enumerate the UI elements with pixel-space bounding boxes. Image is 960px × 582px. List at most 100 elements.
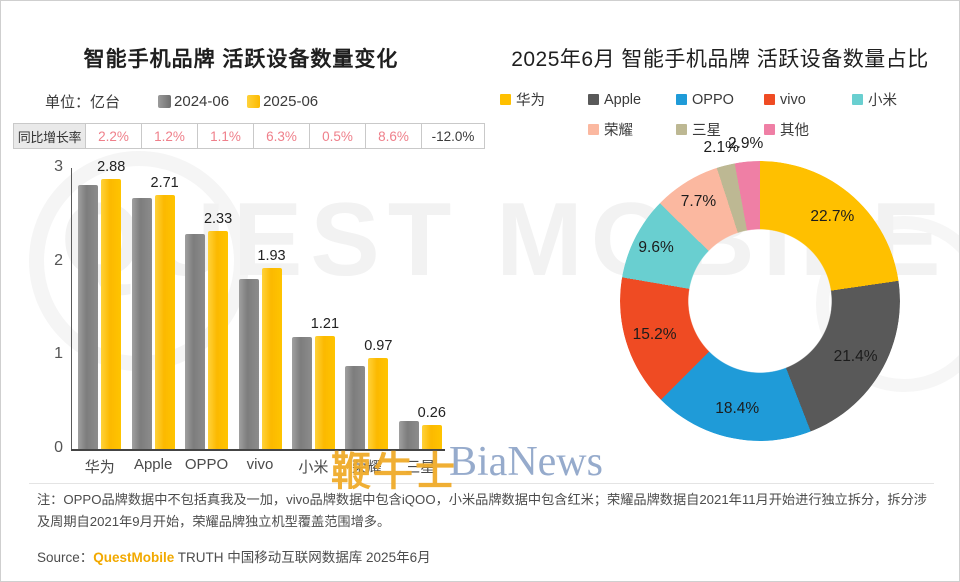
bar-chart-title: 智能手机品牌 活跃设备数量变化: [83, 48, 399, 71]
pie-legend-item: 华为: [500, 89, 588, 110]
legend-item-2024: 2024-06: [158, 93, 229, 110]
pie-slice-label: 22.7%: [810, 208, 855, 226]
bar-chart-plot: 0 1 2 3 2.88 华为 2.71 Apple 2.33 OPPO 1.93 vivo 1.21 小…: [1, 156, 481, 476]
pie-slice-label: 15.2%: [632, 325, 677, 343]
y-axis-tick-label: 0: [54, 439, 63, 456]
pie-legend-item: 三星: [676, 119, 764, 140]
pie-legend-swatch: [676, 94, 687, 105]
bar-2024: [78, 184, 99, 449]
bar-value-label: 0.26: [417, 404, 446, 421]
bar-2025: [101, 179, 122, 449]
pie-legend-label: Apple: [604, 91, 642, 108]
growth-rate-row-header: 同比增长率: [14, 124, 86, 148]
pie-slice-label: 9.6%: [638, 239, 674, 257]
bar-2024: [185, 233, 206, 449]
pie-slice-label: 21.4%: [833, 347, 878, 365]
pie-legend-label: 荣耀: [604, 123, 633, 139]
footnote-text: 注：OPPO品牌数据中不包括真我及一加，vivo品牌数据中包含iQOO，小米品牌…: [37, 492, 927, 529]
y-axis-line: [71, 168, 72, 449]
x-axis-line: [71, 449, 445, 451]
bar-2025: [154, 195, 175, 449]
bar-2024: [131, 197, 152, 449]
x-axis-category-label: OPPO: [184, 456, 229, 473]
x-axis-category-label: 华为: [84, 459, 115, 476]
legend-swatch-2024: [158, 95, 172, 108]
bar-2024: [345, 365, 366, 449]
bar-value-label: 0.97: [364, 338, 393, 355]
x-axis-category-label: vivo: [246, 456, 274, 473]
pie-legend-swatch: [588, 124, 599, 135]
bar-value-label: 2.88: [97, 159, 126, 176]
unit-label: 单位：亿台: [45, 94, 121, 111]
y-axis-tick-label: 3: [54, 158, 63, 175]
x-axis-category-label: 三星: [405, 459, 436, 476]
bar-2025: [314, 335, 335, 449]
pie-legend-label: OPPO: [692, 91, 734, 108]
legend-item-2025: 2025-06: [247, 93, 318, 110]
legend-swatch-2025: [247, 95, 261, 108]
pie-legend-item: 小米: [852, 89, 940, 110]
pie-legend-label: 华为: [516, 93, 545, 109]
bar-2025: [421, 424, 442, 449]
pie-legend-label: 小米: [868, 93, 897, 109]
pie-legend-swatch: [764, 124, 775, 135]
growth-rate-cell: 8.6%: [366, 124, 422, 148]
source-brand: QuestMobile: [93, 550, 175, 565]
pie-legend-label: 三星: [692, 123, 721, 139]
donut-ring: [620, 161, 900, 441]
source-line: Source：QuestMobile TRUTH 中国移动互联网数据库 2025…: [37, 546, 431, 566]
pie-legend-item: 其他: [764, 119, 852, 140]
bar-2025: [368, 358, 389, 449]
y-axis-tick-label: 1: [54, 345, 63, 363]
legend-label-2024: 2024-06: [174, 93, 230, 110]
pie-legend-label: 其他: [780, 123, 809, 139]
growth-rate-cell: 2.2%: [86, 124, 142, 148]
bar-2024: [291, 336, 312, 449]
pie-legend-label: vivo: [780, 91, 806, 108]
pie-chart-title: 2025年6月 智能手机品牌 活跃设备数量占比: [511, 48, 929, 71]
pie-chart-legend: 华为 Apple OPPO vivo 小米荣耀 三星 其他: [481, 89, 959, 149]
source-prefix: Source：: [37, 550, 94, 565]
pie-slice-label: 18.4%: [715, 400, 760, 418]
pie-chart-panel: 2025年6月 智能手机品牌 活跃设备数量占比 华为 Apple OPPO vivo 小…: [481, 1, 959, 491]
legend-label-2025: 2025-06: [263, 93, 319, 110]
bar-2024: [238, 278, 259, 449]
growth-rate-cell: -12.0%: [431, 128, 475, 144]
bar-value-label: 1.93: [257, 248, 286, 265]
pie-slice-label: 2.9%: [727, 134, 764, 152]
bar-2024: [398, 420, 419, 449]
pie-legend-swatch: [676, 124, 687, 135]
bar-chart-panel: 智能手机品牌 活跃设备数量变化 单位：亿台 2024-06 2025-06 同比…: [1, 1, 485, 491]
growth-rate-table: 同比增长率 2.2% 1.2% 1.1% 6.3% 0.5% 8.6% -12.…: [13, 123, 485, 149]
pie-legend-swatch: [588, 94, 599, 105]
growth-rate-cell: 0.5%: [310, 124, 366, 148]
bar-value-label: 2.71: [150, 175, 179, 192]
x-axis-category-label: 小米: [298, 459, 329, 476]
donut-chart: 22.7% 21.4% 18.4% 15.2% 9.6% 7.7% 2.1% 2.9%: [481, 135, 959, 471]
pie-legend-item: vivo: [764, 89, 852, 110]
pie-legend-item: OPPO: [676, 89, 764, 110]
pie-legend-item: 荣耀: [588, 119, 676, 140]
watermark-bianews-en: BiaNews: [449, 439, 603, 485]
growth-rate-cell: 1.1%: [198, 124, 254, 148]
pie-legend-swatch: [500, 94, 511, 105]
footnote-divider: [29, 483, 934, 484]
bar-value-label: 2.33: [203, 210, 233, 227]
pie-slice-label: 7.7%: [680, 192, 717, 210]
bar-2025: [261, 268, 282, 449]
pie-legend-item: Apple: [588, 89, 676, 110]
bar-value-label: 1.21: [310, 315, 340, 332]
watermark-bianews-cn: 鞭牛士: [331, 450, 457, 494]
pie-legend-swatch: [764, 94, 775, 105]
pie-slice-label: 2.1%: [703, 138, 739, 156]
x-axis-category-label: 荣耀: [351, 459, 382, 476]
bar-chart-legend: 单位：亿台 2024-06 2025-06: [45, 91, 336, 112]
x-axis-category-label: Apple: [133, 456, 173, 473]
growth-rate-cell: 1.2%: [142, 124, 198, 148]
growth-rate-cell: 6.3%: [254, 124, 310, 148]
y-axis-tick-label: 2: [54, 251, 63, 269]
pie-legend-swatch: [852, 94, 863, 105]
source-text: TRUTH 中国移动互联网数据库 2025年6月: [174, 550, 431, 565]
bar-2025: [208, 230, 229, 449]
